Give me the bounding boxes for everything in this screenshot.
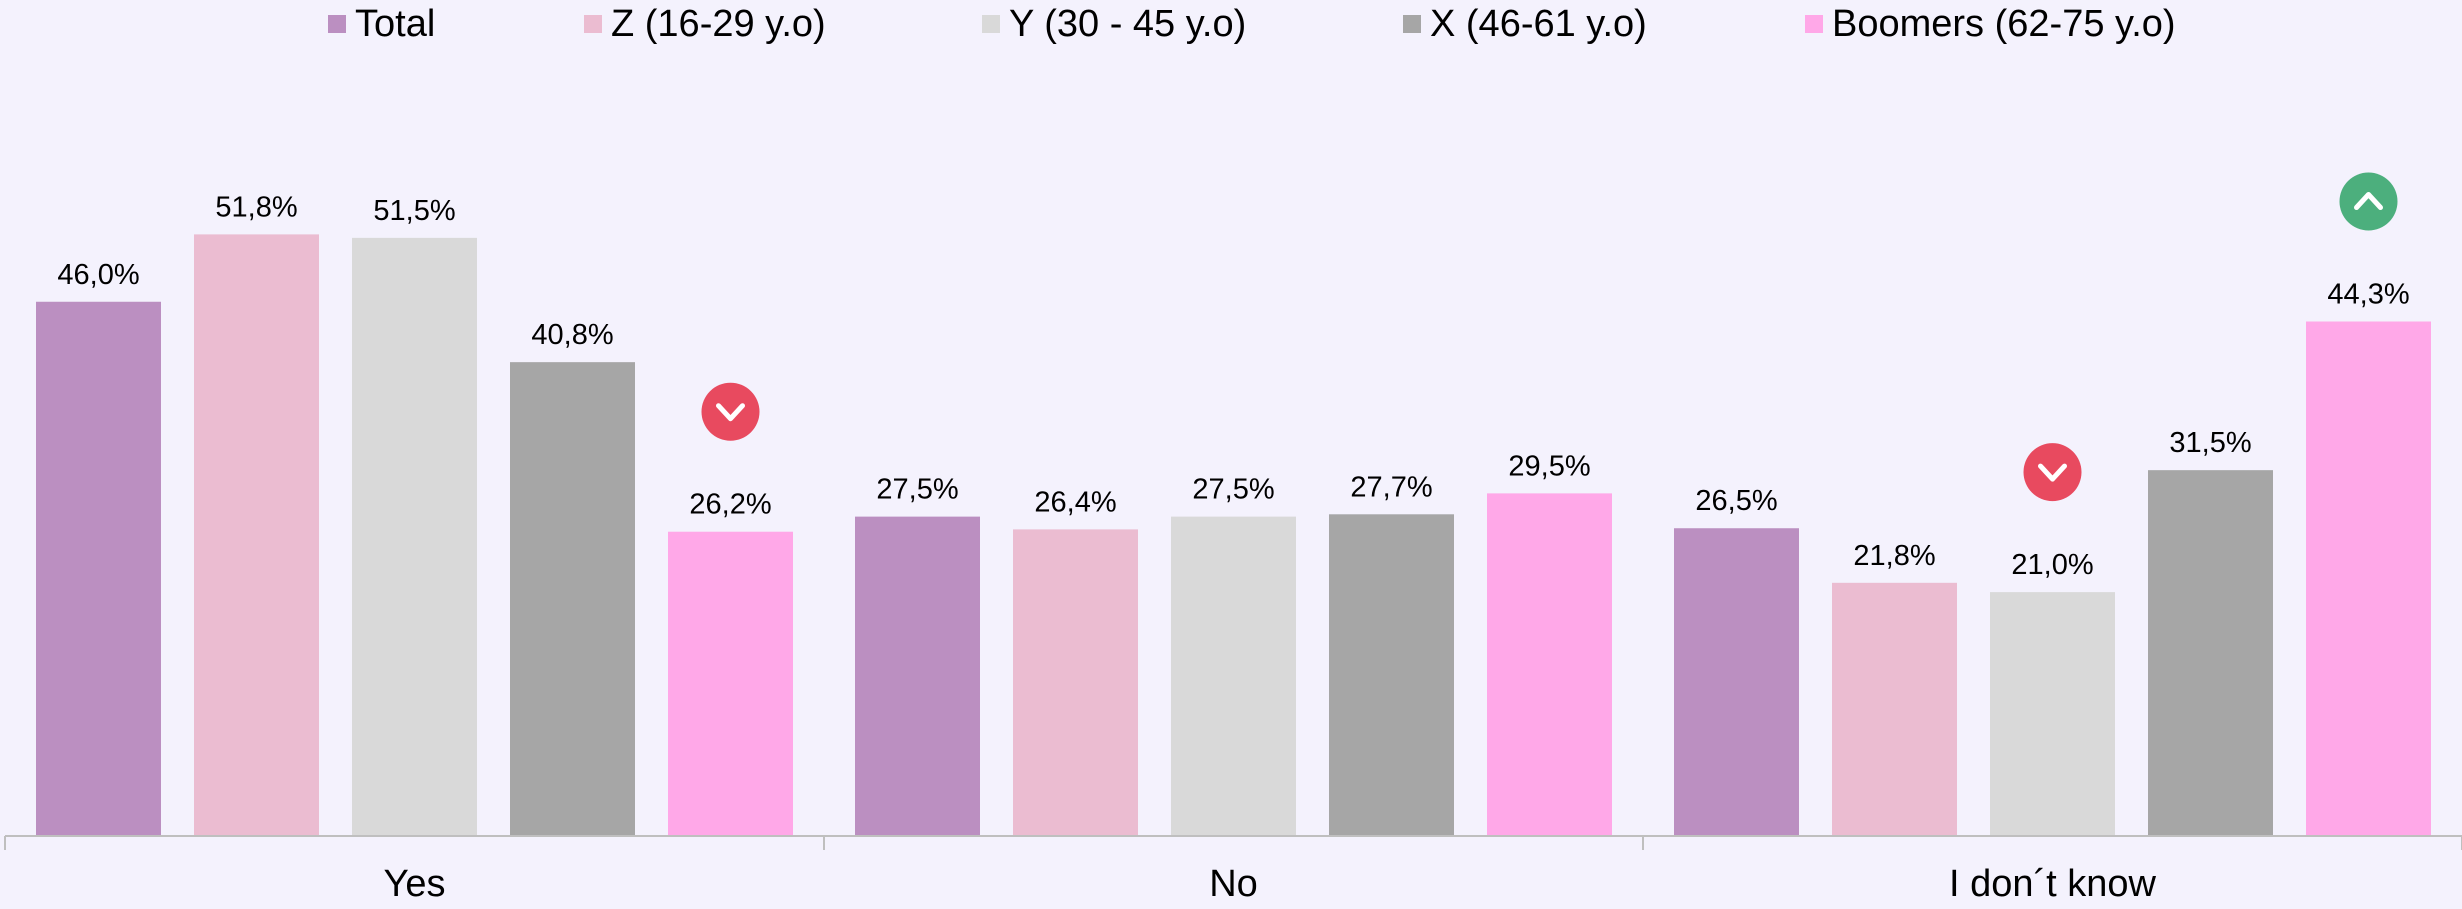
bar-no-x-46-61-y-o	[1329, 514, 1454, 836]
data-label-i-don-t-know-y-30-45-y-o: 21,0%	[2011, 549, 2093, 581]
legend-item-z: Z (16-29 y.o)	[584, 2, 826, 46]
category-label-yes: Yes	[384, 863, 446, 905]
legend-swatch-total	[328, 15, 346, 33]
chevron-down-icon	[701, 382, 760, 441]
data-label-no-boomers-62-75-y-o: 29,5%	[1508, 450, 1590, 482]
bar-yes-y-30-45-y-o	[352, 237, 477, 836]
bar-yes-total	[36, 301, 161, 837]
bar-yes-x-46-61-y-o	[510, 362, 635, 836]
data-label-no-y-30-45-y-o: 27,5%	[1192, 474, 1274, 506]
legend-label-total: Total	[355, 2, 436, 45]
data-label-no-z-16-29-y-o: 26,4%	[1034, 486, 1116, 518]
legend-swatch-boomers	[1805, 15, 1823, 33]
legend-swatch-z	[584, 15, 602, 33]
chevron-up-icon	[2339, 172, 2398, 231]
data-label-yes-total: 46,0%	[57, 259, 139, 291]
legend-item-total: Total	[328, 2, 435, 46]
bar-i-don-t-know-z-16-29-y-o	[1832, 582, 1957, 836]
legend-item-boomers: Boomers (62-75 y.o)	[1805, 2, 2176, 46]
bar-no-boomers-62-75-y-o	[1487, 493, 1612, 836]
data-label-yes-z-16-29-y-o: 51,8%	[215, 191, 297, 223]
data-label-i-don-t-know-z-16-29-y-o: 21,8%	[1853, 540, 1935, 572]
legend-label-z: Z (16-29 y.o)	[611, 2, 826, 45]
legend-label-y: Y (30 - 45 y.o)	[1009, 2, 1247, 45]
data-label-i-don-t-know-boomers-62-75-y-o: 44,3%	[2327, 278, 2409, 310]
legend-swatch-x	[1403, 15, 1421, 33]
bar-i-don-t-know-x-46-61-y-o	[2148, 470, 2273, 836]
data-label-yes-x-46-61-y-o: 40,8%	[531, 319, 613, 351]
chart-legend: Total Z (16-29 y.o) Y (30 - 45 y.o) X (4…	[0, 0, 2462, 52]
bar-yes-z-16-29-y-o	[194, 234, 319, 837]
bar-no-z-16-29-y-o	[1013, 529, 1138, 836]
data-label-yes-boomers-62-75-y-o: 26,2%	[689, 489, 771, 521]
bar-yes-boomers-62-75-y-o	[668, 531, 793, 836]
legend-swatch-y	[982, 15, 1000, 33]
legend-label-boomers: Boomers (62-75 y.o)	[1832, 2, 2176, 45]
bar-no-y-30-45-y-o	[1171, 516, 1296, 836]
legend-label-x: X (46-61 y.o)	[1430, 2, 1647, 45]
data-label-i-don-t-know-total: 26,5%	[1695, 485, 1777, 517]
bar-i-don-t-know-y-30-45-y-o	[1990, 592, 2115, 836]
data-label-i-don-t-know-x-46-61-y-o: 31,5%	[2169, 427, 2251, 459]
legend-item-y: Y (30 - 45 y.o)	[982, 2, 1246, 46]
bar-i-don-t-know-boomers-62-75-y-o	[2306, 321, 2431, 837]
category-label-no: No	[1209, 863, 1258, 905]
data-label-no-total: 27,5%	[876, 474, 958, 506]
legend-item-x: X (46-61 y.o)	[1403, 2, 1647, 46]
category-label-i-don-t-know: I don´t know	[1949, 863, 2157, 905]
data-label-no-x-46-61-y-o: 27,7%	[1350, 471, 1432, 503]
bar-no-total	[855, 516, 980, 836]
data-label-yes-y-30-45-y-o: 51,5%	[373, 195, 455, 227]
bar-i-don-t-know-total	[1674, 528, 1799, 836]
chevron-down-icon	[2023, 443, 2082, 502]
